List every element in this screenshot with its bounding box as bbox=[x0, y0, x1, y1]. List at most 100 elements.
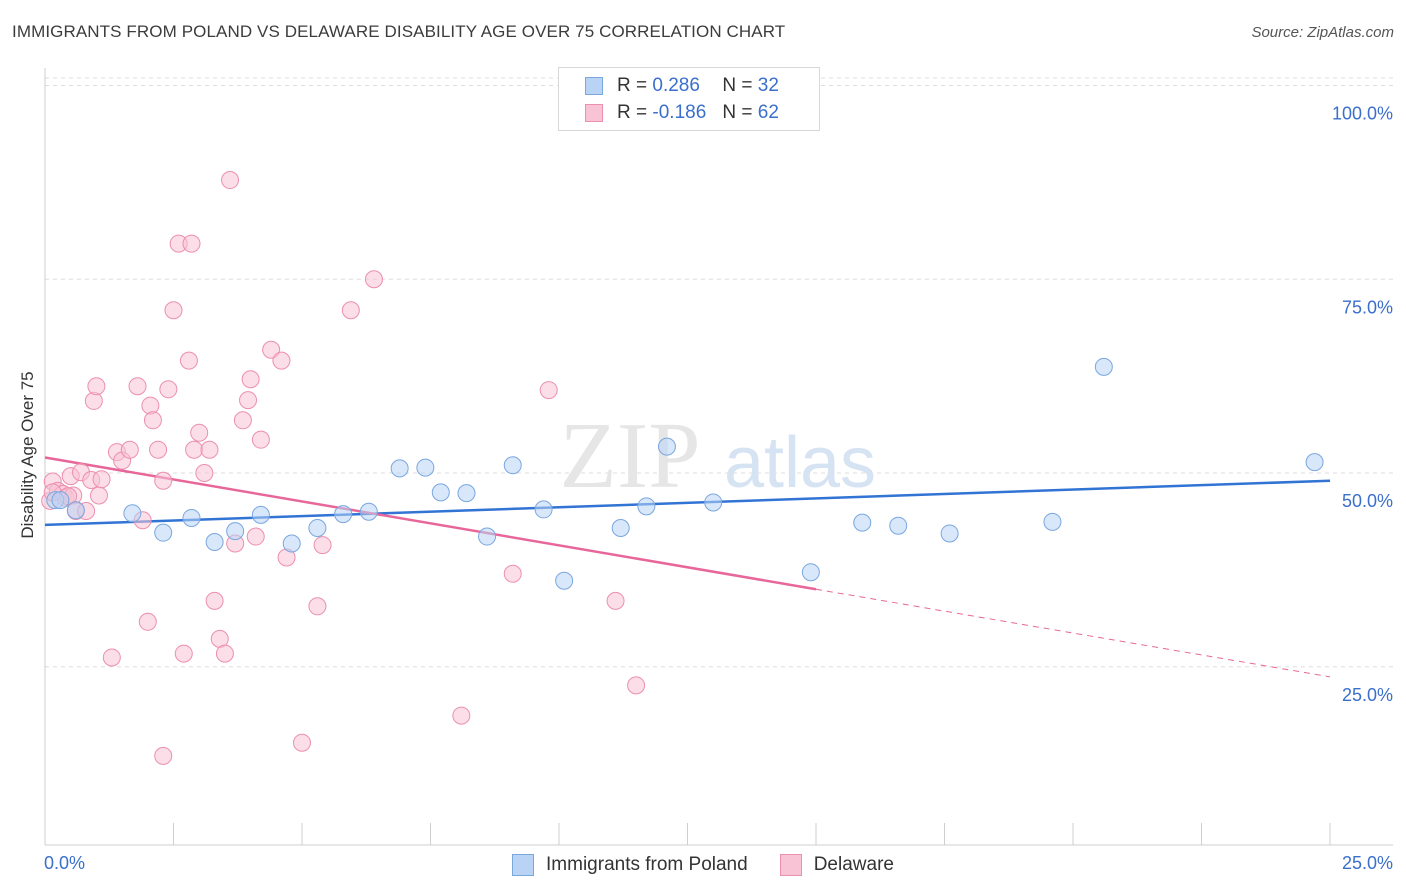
data-point-delaware bbox=[606, 591, 625, 610]
data-point-delaware bbox=[159, 380, 178, 399]
axis-layer bbox=[44, 68, 1393, 846]
data-point-delaware bbox=[164, 301, 183, 320]
data-point-delaware bbox=[364, 270, 383, 289]
data-point-poland bbox=[1094, 357, 1113, 376]
data-point-delaware bbox=[272, 351, 291, 370]
data-point-delaware bbox=[215, 644, 234, 663]
data-point-poland bbox=[308, 519, 327, 538]
data-point-delaware bbox=[190, 423, 209, 442]
data-point-delaware bbox=[138, 612, 157, 631]
x-tick-label-min: 0.0% bbox=[44, 853, 85, 873]
x-tick-label-max: 25.0% bbox=[1342, 853, 1393, 873]
data-point-delaware bbox=[205, 591, 224, 610]
legend-r-label: R = bbox=[617, 102, 648, 123]
data-point-delaware bbox=[195, 464, 214, 482]
legend-r-label: R = bbox=[617, 75, 648, 96]
data-point-poland bbox=[282, 534, 301, 553]
data-point-delaware bbox=[182, 234, 201, 253]
data-point-delaware bbox=[143, 411, 162, 430]
y-tick-label: 50.0% bbox=[1342, 491, 1393, 511]
bottom-legend-poland: Immigrants from Poland bbox=[512, 854, 748, 876]
y-axis-label: Disability Age Over 75 bbox=[18, 371, 37, 539]
data-point-delaware bbox=[503, 564, 522, 583]
bottom-legend-delaware: Delaware bbox=[779, 854, 894, 876]
legend-row-poland: R = 0.286 N = 32 bbox=[585, 74, 779, 98]
data-point-poland bbox=[182, 508, 201, 527]
data-point-poland bbox=[416, 458, 435, 477]
data-point-poland bbox=[431, 483, 450, 502]
data-point-poland bbox=[66, 501, 85, 520]
bottom-swatch-blue bbox=[512, 854, 535, 876]
data-point-delaware bbox=[221, 171, 240, 190]
y-tick-label: 25.0% bbox=[1342, 685, 1393, 705]
data-point-delaware bbox=[251, 430, 270, 449]
data-point-delaware bbox=[308, 597, 327, 616]
legend-n-value: 32 bbox=[757, 75, 779, 96]
data-point-delaware bbox=[84, 391, 103, 410]
data-point-delaware bbox=[452, 706, 471, 725]
watermark-atlas: atlas bbox=[724, 423, 876, 503]
data-point-delaware bbox=[627, 676, 646, 695]
legend-n-label: N = bbox=[722, 75, 753, 96]
trend-line-delaware bbox=[44, 456, 817, 591]
data-point-delaware bbox=[246, 527, 265, 546]
data-point-poland bbox=[226, 522, 245, 541]
legend-swatch-blue bbox=[585, 77, 603, 95]
data-point-delaware bbox=[539, 381, 558, 400]
data-point-poland bbox=[503, 456, 522, 475]
data-point-delaware bbox=[92, 470, 111, 489]
data-point-delaware bbox=[141, 396, 160, 415]
data-point-delaware bbox=[179, 351, 198, 370]
trend-line-delaware-extension bbox=[815, 588, 1331, 678]
data-point-poland bbox=[940, 524, 959, 543]
data-point-poland bbox=[123, 504, 142, 523]
data-point-delaware bbox=[89, 486, 108, 505]
data-point-poland bbox=[334, 505, 353, 524]
legend-swatch-pink bbox=[585, 104, 603, 122]
data-point-poland bbox=[1043, 512, 1062, 531]
y-tick-label: 100.0% bbox=[1332, 104, 1393, 124]
data-point-poland bbox=[1305, 453, 1324, 472]
data-point-delaware bbox=[128, 377, 147, 396]
data-point-poland bbox=[359, 502, 378, 521]
data-point-delaware bbox=[154, 746, 173, 765]
data-point-poland bbox=[457, 484, 476, 503]
data-point-poland bbox=[611, 519, 630, 538]
data-point-poland bbox=[704, 493, 723, 512]
data-point-delaware bbox=[154, 471, 173, 490]
legend-row-delaware: R = -0.186 N = 62 bbox=[585, 101, 779, 125]
points-layer bbox=[41, 171, 1324, 765]
data-point-poland bbox=[154, 523, 173, 542]
data-point-poland bbox=[657, 437, 676, 456]
data-point-poland bbox=[637, 497, 656, 516]
data-point-poland bbox=[205, 532, 224, 551]
data-point-delaware bbox=[149, 440, 168, 459]
data-point-delaware bbox=[200, 440, 219, 459]
data-point-poland bbox=[889, 516, 908, 535]
bottom-swatch-pink bbox=[779, 854, 802, 876]
data-point-poland bbox=[51, 491, 70, 510]
data-point-delaware bbox=[241, 370, 260, 389]
data-point-delaware bbox=[185, 440, 204, 459]
data-point-poland bbox=[801, 563, 820, 582]
data-point-delaware bbox=[120, 440, 139, 459]
legend-r-value: -0.186 bbox=[652, 102, 707, 123]
data-point-delaware bbox=[174, 644, 193, 663]
legend-n-value: 62 bbox=[757, 102, 779, 123]
y-tick-label: 75.0% bbox=[1342, 297, 1393, 317]
source-label: Source: ZipAtlas.com bbox=[1251, 24, 1394, 41]
bottom-legend-label: Delaware bbox=[813, 854, 894, 875]
data-point-poland bbox=[555, 571, 574, 590]
data-point-delaware bbox=[233, 411, 252, 430]
data-point-poland bbox=[478, 527, 497, 546]
bottom-legend: Immigrants from Poland Delaware bbox=[0, 852, 1406, 878]
data-point-poland bbox=[534, 500, 553, 519]
chart-title: IMMIGRANTS FROM POLAND VS DELAWARE DISAB… bbox=[12, 22, 786, 41]
data-point-delaware bbox=[87, 377, 106, 396]
data-point-delaware bbox=[293, 733, 311, 752]
data-point-delaware bbox=[313, 536, 332, 555]
data-point-delaware bbox=[102, 648, 121, 667]
data-point-poland bbox=[853, 513, 872, 532]
legend-r-value: 0.286 bbox=[652, 75, 700, 96]
data-point-poland bbox=[390, 459, 409, 478]
